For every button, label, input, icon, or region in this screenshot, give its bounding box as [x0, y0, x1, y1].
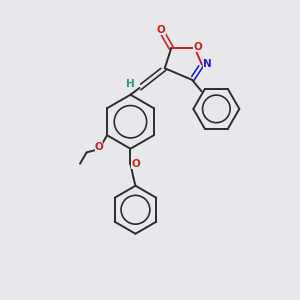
Text: O: O [131, 159, 140, 169]
Text: O: O [157, 25, 166, 35]
Text: N: N [202, 59, 211, 69]
Text: O: O [95, 142, 103, 152]
Text: H: H [126, 79, 135, 89]
Text: O: O [193, 42, 202, 52]
